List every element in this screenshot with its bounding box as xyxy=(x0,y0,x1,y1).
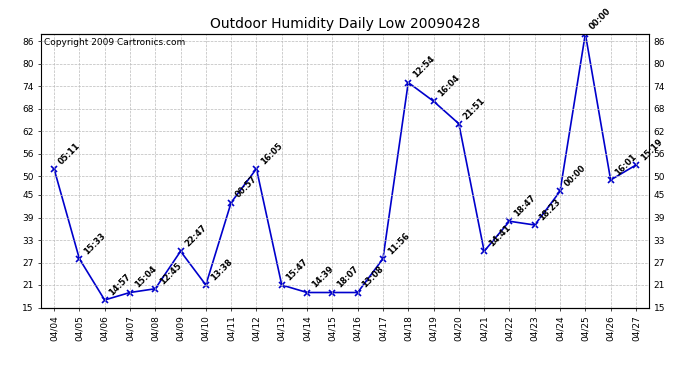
Title: Outdoor Humidity Daily Low 20090428: Outdoor Humidity Daily Low 20090428 xyxy=(210,17,480,31)
Text: 16:04: 16:04 xyxy=(436,73,462,99)
Text: 21:51: 21:51 xyxy=(462,96,487,121)
Text: 12:45: 12:45 xyxy=(158,261,184,286)
Text: 18:47: 18:47 xyxy=(512,193,538,219)
Text: 00:00: 00:00 xyxy=(563,164,588,189)
Text: 18:23: 18:23 xyxy=(538,197,563,222)
Text: 13:08: 13:08 xyxy=(360,265,386,290)
Text: 16:05: 16:05 xyxy=(259,141,284,166)
Text: 14:57: 14:57 xyxy=(108,272,132,297)
Text: 14:41: 14:41 xyxy=(487,223,512,249)
Text: 15:19: 15:19 xyxy=(639,137,664,162)
Text: 05:11: 05:11 xyxy=(57,141,82,166)
Text: 15:33: 15:33 xyxy=(82,231,108,256)
Text: 00:57: 00:57 xyxy=(234,175,259,200)
Text: 12:54: 12:54 xyxy=(411,54,436,80)
Text: 11:56: 11:56 xyxy=(386,231,411,256)
Text: 14:39: 14:39 xyxy=(310,264,335,290)
Text: 15:47: 15:47 xyxy=(284,257,310,282)
Text: 00:00: 00:00 xyxy=(588,6,613,31)
Text: 22:47: 22:47 xyxy=(184,223,208,249)
Text: 15:04: 15:04 xyxy=(132,264,158,290)
Text: 18:07: 18:07 xyxy=(335,265,360,290)
Text: 13:38: 13:38 xyxy=(208,257,234,282)
Text: 16:01: 16:01 xyxy=(613,152,639,177)
Text: Copyright 2009 Cartronics.com: Copyright 2009 Cartronics.com xyxy=(44,38,186,47)
